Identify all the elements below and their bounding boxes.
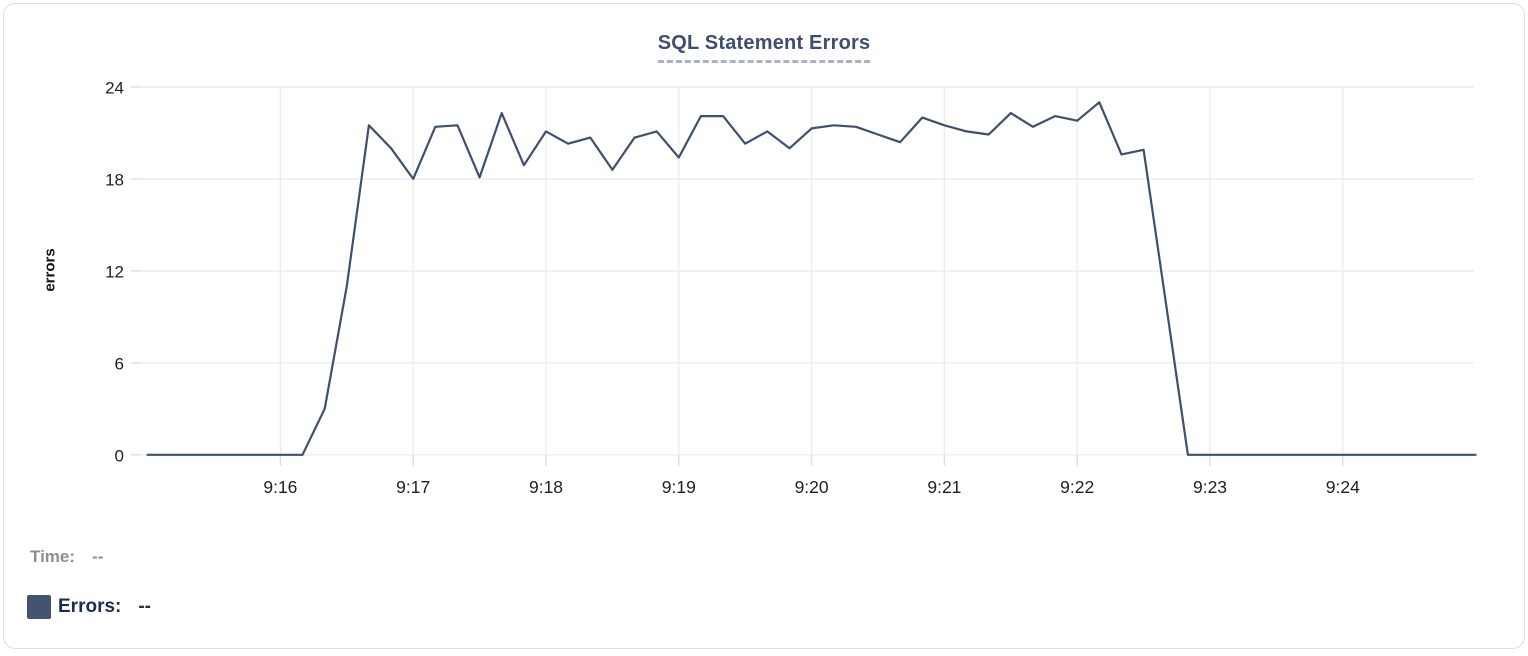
y-tick-label: 12	[105, 262, 124, 281]
time-value: --	[92, 547, 104, 566]
errors-value: --	[138, 596, 152, 617]
y-axis-label: errors	[41, 248, 59, 292]
chart-title[interactable]: SQL Statement Errors	[657, 32, 871, 63]
x-tick-label: 9:22	[1060, 477, 1094, 497]
x-tick-label: 9:20	[795, 477, 829, 497]
x-tick-label: 9:16	[263, 477, 297, 497]
y-tick-label: 18	[105, 170, 124, 189]
errors-readout-row: Errors: --	[27, 595, 151, 619]
x-tick-label: 9:21	[927, 477, 961, 497]
errors-series-line[interactable]	[146, 101, 1477, 456]
chart-card: SQL Statement Errors errors 0 6 12 18 24 9:16…	[3, 3, 1525, 649]
chart-header: SQL Statement Errors	[4, 32, 1524, 63]
y-tick-label: 24	[105, 79, 124, 98]
y-tick-label: 0	[115, 446, 124, 465]
x-tick-label: 9:23	[1193, 477, 1227, 497]
x-tick-label: 9:17	[396, 477, 430, 497]
errors-series-swatch	[27, 595, 51, 619]
x-tick-label: 9:19	[662, 477, 696, 497]
x-tick-label: 9:24	[1326, 477, 1360, 497]
x-tick-label: 9:18	[529, 477, 563, 497]
time-label: Time:	[30, 547, 76, 566]
time-readout-row: Time: --	[30, 547, 103, 567]
errors-line-chart[interactable]: 0 6 12 18 24 9:16 9:17 9:18 9:19 9:20 9:21 9:22 9:23…	[4, 4, 1528, 656]
errors-label: Errors:	[58, 596, 122, 617]
y-tick-label: 6	[115, 354, 124, 373]
